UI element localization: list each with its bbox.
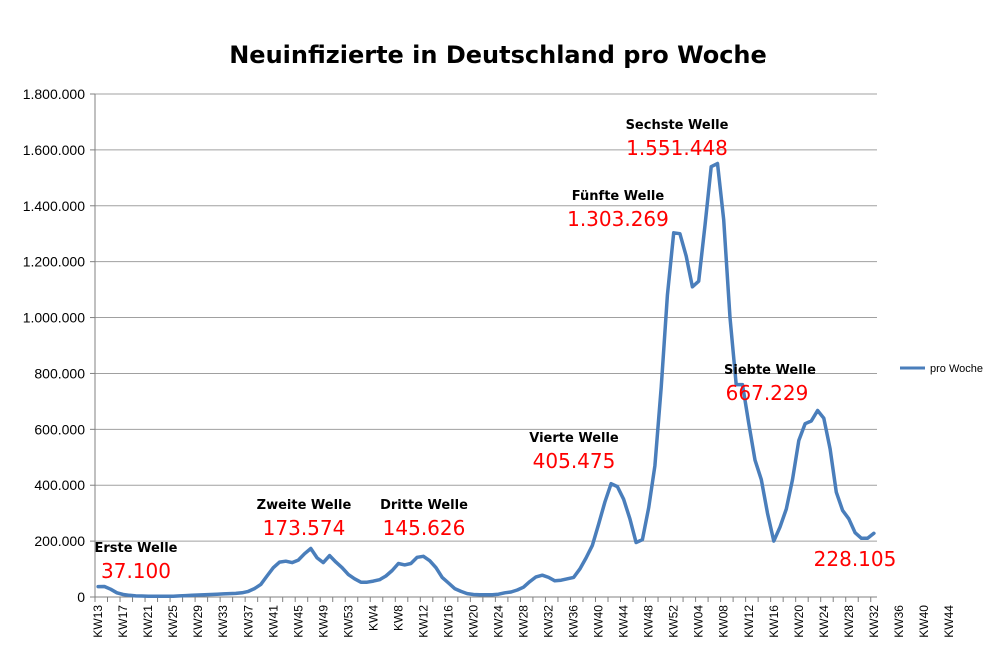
wave-label: Zweite Welle	[257, 498, 352, 513]
x-tick-label: KW36	[567, 605, 581, 638]
y-tick-label: 800.000	[34, 365, 85, 381]
x-tick-label: KW29	[191, 605, 205, 638]
y-tick-label: 600.000	[34, 421, 85, 437]
wave-peak-value: 405.475	[533, 449, 616, 473]
x-tick-label: KW36	[892, 605, 906, 638]
wave-peak-value: 667.229	[726, 381, 809, 405]
wave-annotations: Erste Welle 37.100 Zweite Welle 173.574 Drit…	[94, 118, 896, 583]
x-tick-label: KW32	[867, 605, 881, 638]
series-line-pro-woche[interactable]	[96, 161, 876, 599]
x-tick-label: KW48	[642, 605, 656, 638]
x-tick-label: KW37	[241, 605, 255, 638]
x-tick-label: KW53	[341, 605, 355, 638]
x-tick-label: KW8	[391, 605, 405, 631]
y-tick-label: 400.000	[34, 477, 85, 493]
x-tick-label: KW12	[742, 605, 756, 638]
x-tick-label: KW17	[116, 605, 130, 638]
y-tick-label: 1.000.000	[23, 310, 85, 326]
x-tick-label: KW4	[366, 605, 380, 631]
legend[interactable]: pro Woche	[900, 363, 983, 375]
y-tick-label: 1.600.000	[23, 142, 85, 158]
x-tick-label: KW44	[617, 605, 631, 638]
y-tick-label: 200.000	[34, 533, 85, 549]
wave-peak-value: 37.100	[101, 559, 171, 583]
x-tick-label: KW13	[91, 605, 105, 638]
series-layer	[96, 161, 876, 599]
y-tick-label: 1.200.000	[23, 254, 85, 270]
wave-peak-value: 1.303.269	[567, 207, 669, 231]
wave-label: Vierte Welle	[529, 431, 619, 446]
x-tick-label: KW24	[492, 605, 506, 638]
wave-peak-value: 173.574	[263, 516, 346, 540]
chart-title: Neuinfizierte in Deutschland pro Woche	[229, 41, 767, 69]
wave-label: Erste Welle	[94, 541, 177, 556]
x-tick-label: KW28	[842, 605, 856, 638]
x-tick-label: KW20	[792, 605, 806, 638]
x-axis-ticks: KW13 KW17 KW21 KW25 KW29 KW33 KW37 KW41 KW45 KW49…	[91, 597, 956, 638]
x-tick-label: KW20	[466, 605, 480, 638]
x-tick-label: KW44	[942, 605, 956, 638]
y-tick-label: 1.400.000	[23, 198, 85, 214]
x-tick-label: KW28	[517, 605, 531, 638]
y-axis-ticks: 0 200.000 400.000 600.000 800.000 1.000.000 1.…	[23, 86, 95, 605]
x-tick-label: KW40	[592, 605, 606, 638]
wave-label: Sechste Welle	[626, 118, 729, 133]
x-tick-label: KW16	[441, 605, 455, 638]
grid	[94, 93, 877, 598]
wave-label: Siebte Welle	[724, 363, 816, 378]
x-tick-label: KW49	[316, 605, 330, 638]
wave-label: Dritte Welle	[380, 498, 468, 513]
x-tick-label: KW25	[166, 605, 180, 638]
x-tick-label: KW41	[266, 605, 280, 638]
x-tick-label: KW12	[416, 605, 430, 638]
x-tick-label: KW33	[216, 605, 230, 638]
x-tick-label: KW32	[542, 605, 556, 638]
x-tick-label: KW16	[767, 605, 781, 638]
legend-label: pro Woche	[930, 363, 983, 375]
y-tick-label: 1.800.000	[23, 86, 85, 102]
wave-peak-value: 228.105	[814, 547, 897, 571]
wave-label: Fünfte Welle	[572, 189, 665, 204]
y-tick-label: 0	[77, 589, 85, 605]
x-tick-label: KW52	[667, 605, 681, 638]
x-tick-label: KW45	[291, 605, 305, 638]
wave-peak-value: 145.626	[383, 516, 466, 540]
x-tick-label: KW08	[717, 605, 731, 638]
x-tick-label: KW21	[141, 605, 155, 638]
x-tick-label: KW40	[917, 605, 931, 638]
wave-peak-value: 1.551.448	[626, 136, 728, 160]
x-tick-label: KW04	[692, 605, 706, 638]
x-tick-label: KW24	[817, 605, 831, 638]
